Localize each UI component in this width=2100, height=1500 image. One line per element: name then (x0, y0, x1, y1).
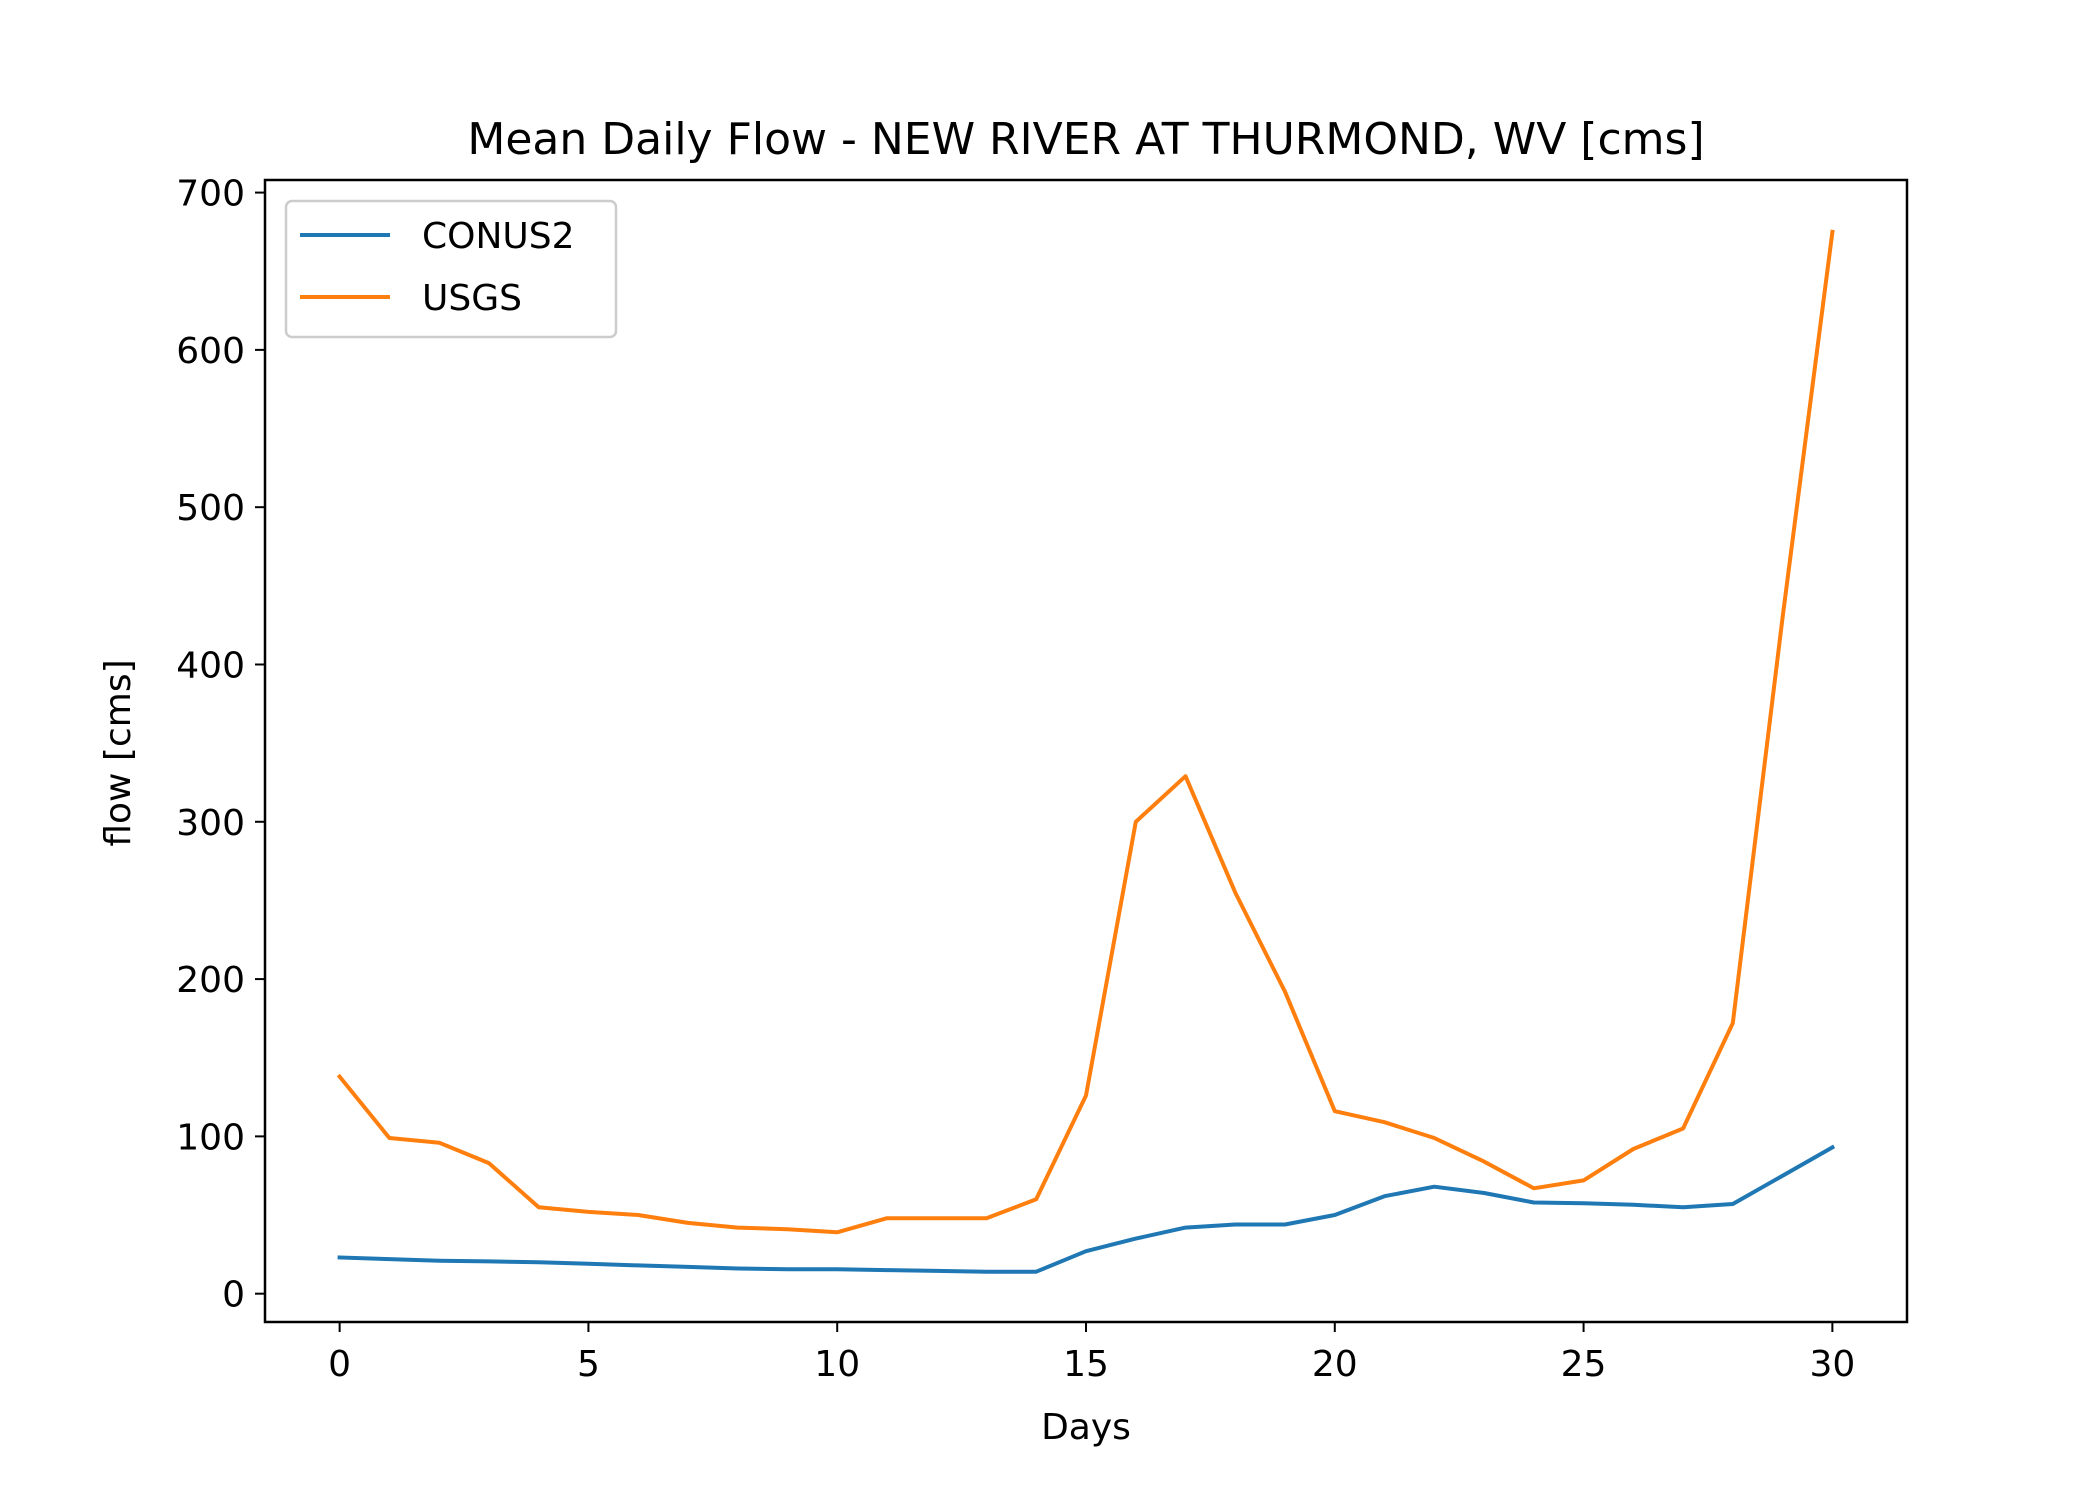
x-tick-label: 5 (577, 1344, 600, 1385)
y-tick-label: 100 (176, 1117, 245, 1158)
x-tick-label: 25 (1561, 1344, 1607, 1385)
x-tick-label: 20 (1312, 1344, 1358, 1385)
y-tick-label: 700 (176, 174, 245, 215)
y-axis: 0 100 200 300 400 500 600 700 (176, 174, 265, 1316)
legend-label-conus2: CONUS2 (422, 216, 575, 257)
legend: CONUS2 USGS (284, 199, 618, 339)
x-tick-label: 30 (1809, 1344, 1855, 1385)
series-line-usgs (336, 229, 1835, 1235)
series-line-conus2 (337, 1144, 1836, 1274)
x-tick-label: 15 (1063, 1344, 1109, 1385)
y-tick-label: 400 (176, 645, 245, 686)
x-tick-label: 0 (328, 1344, 351, 1385)
legend-label-usgs: USGS (422, 278, 522, 319)
y-tick-label: 200 (176, 960, 245, 1001)
y-axis-title: flow [cms] (98, 659, 139, 846)
y-tick-label: 600 (176, 331, 245, 372)
chart-title: Mean Daily Flow - NEW RIVER AT THURMOND,… (467, 114, 1704, 165)
x-axis: 0 5 10 15 20 25 30 (328, 1322, 1855, 1385)
y-tick-label: 300 (176, 803, 245, 844)
x-tick-label: 10 (814, 1344, 860, 1385)
x-axis-title: Days (1041, 1407, 1131, 1448)
y-tick-label: 500 (176, 488, 245, 529)
y-tick-label: 0 (222, 1275, 245, 1316)
series-group (336, 229, 1836, 1274)
